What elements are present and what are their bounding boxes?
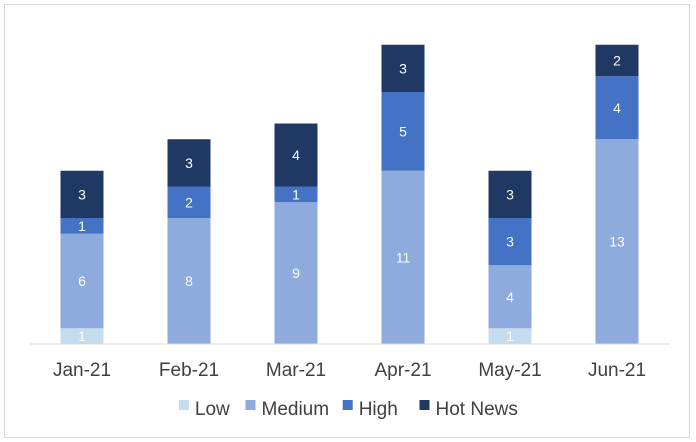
bar-feb-21-medium xyxy=(167,218,211,344)
bar-jun-21-high xyxy=(595,76,639,140)
x-tick-apr-21: Apr-21 xyxy=(374,360,431,381)
bar-mar-21-medium xyxy=(274,202,318,344)
data-label-may-21-hot-news: 3 xyxy=(506,186,514,202)
legend-marker-medium xyxy=(245,400,256,410)
legend-marker-hot-news xyxy=(419,400,430,410)
data-label-apr-21-high: 5 xyxy=(399,123,407,139)
legend-marker-low xyxy=(178,400,189,410)
data-label-jan-21-hot-news: 3 xyxy=(78,186,86,202)
x-tick-jan-21: Jan-21 xyxy=(53,360,111,381)
bar-jan-21-hot-news xyxy=(60,170,104,218)
legend-label-high: High xyxy=(359,399,398,420)
data-label-jan-21-high: 1 xyxy=(78,218,86,234)
x-tick-labels: Jan-21 Feb-21 Mar-21 Apr-21 May-21 Jun-21 xyxy=(53,360,646,381)
data-label-mar-21-medium: 9 xyxy=(292,265,300,281)
data-label-jun-21-high: 4 xyxy=(613,100,621,116)
data-label-jan-21-medium: 6 xyxy=(78,273,86,289)
data-label-may-21-medium: 4 xyxy=(506,289,514,305)
x-tick-may-21: May-21 xyxy=(478,360,541,381)
bar-may-21-medium xyxy=(488,265,532,329)
x-tick-mar-21: Mar-21 xyxy=(266,360,326,381)
data-label-may-21-low: 1 xyxy=(506,328,514,344)
bar-feb-21-high xyxy=(167,186,211,218)
bar-may-21-high xyxy=(488,218,532,266)
data-label-feb-21-hot-news: 3 xyxy=(185,155,193,171)
bar-jan-21-medium xyxy=(60,233,104,329)
bars-layer xyxy=(60,44,639,344)
data-label-may-21-high: 3 xyxy=(506,234,514,250)
bar-apr-21-hot-news xyxy=(381,44,425,92)
bar-may-21-hot-news xyxy=(488,170,532,218)
bar-jan-21-low xyxy=(60,328,104,344)
data-label-jun-21-hot-news: 2 xyxy=(613,53,621,69)
legend: Low Medium High Hot News xyxy=(178,399,518,420)
bar-mar-21-high xyxy=(274,186,318,203)
bar-jun-21-medium xyxy=(595,139,639,344)
bar-apr-21-medium xyxy=(381,170,425,344)
bar-jun-21-hot-news xyxy=(595,44,639,77)
bar-apr-21-high xyxy=(381,92,425,171)
legend-marker-high xyxy=(342,400,353,410)
bar-mar-21-hot-news xyxy=(274,123,318,187)
data-label-apr-21-hot-news: 3 xyxy=(399,60,407,76)
bar-feb-21-hot-news xyxy=(167,139,211,187)
data-label-apr-21-medium: 11 xyxy=(396,249,411,265)
bar-jan-21-high xyxy=(60,218,104,234)
data-label-mar-21-high: 1 xyxy=(292,186,300,202)
data-label-feb-21-medium: 8 xyxy=(185,273,193,289)
data-label-feb-21-high: 2 xyxy=(185,194,193,210)
data-label-jan-21-low: 1 xyxy=(78,328,86,344)
legend-label-hot-news: Hot News xyxy=(436,399,518,420)
data-label-mar-21-hot-news: 4 xyxy=(292,147,300,163)
data-label-jun-21-medium: 13 xyxy=(609,234,625,250)
x-tick-feb-21: Feb-21 xyxy=(159,360,219,381)
chart-area xyxy=(4,4,690,438)
x-tick-jun-21: Jun-21 xyxy=(588,360,646,381)
legend-label-medium: Medium xyxy=(262,399,330,420)
legend-label-low: Low xyxy=(195,399,230,420)
bar-may-21-low xyxy=(488,328,532,344)
